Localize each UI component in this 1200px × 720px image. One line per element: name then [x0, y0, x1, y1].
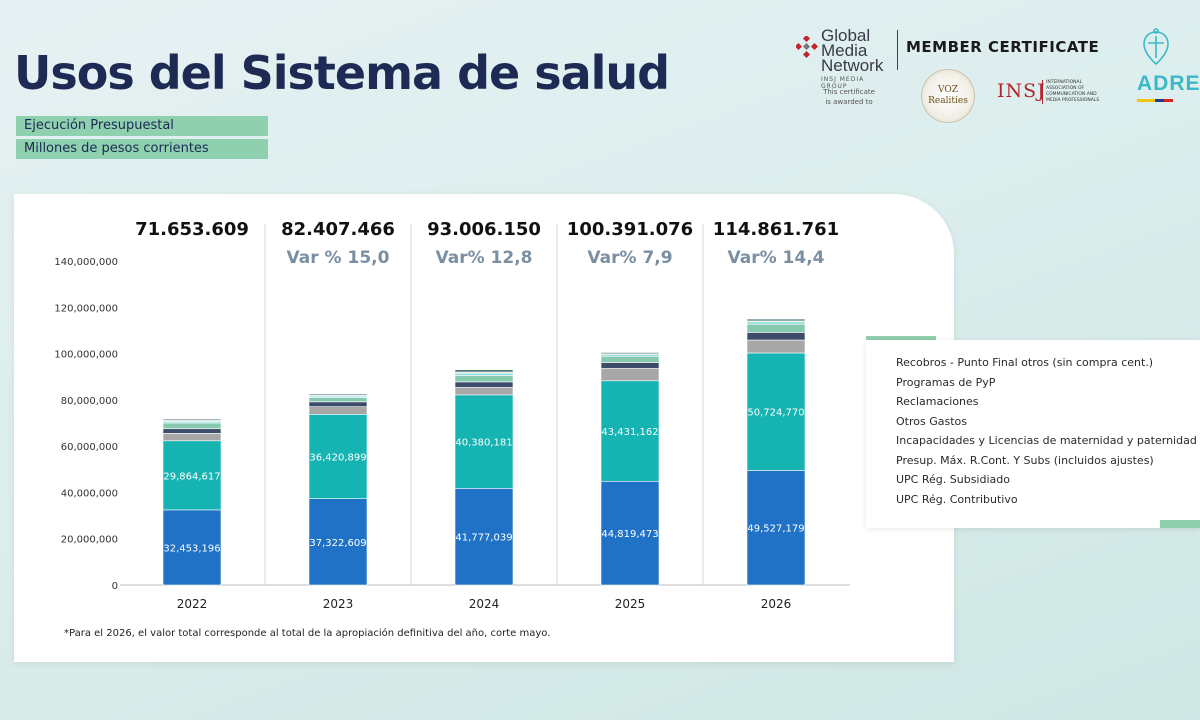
legend-item-pyp: Programas de PyP	[896, 374, 1198, 392]
bar-segment-contributivo	[162, 509, 222, 586]
insj-description: International Association of Communicati…	[1042, 80, 1108, 104]
bar-segment-contributivo	[308, 498, 368, 586]
bar-segment-otros_gastos	[746, 323, 806, 333]
adres-wordmark: ADRES	[1137, 72, 1200, 95]
bar-segment-reclamaciones	[746, 321, 806, 325]
stacked-bar-chart: 0 20,000,000 40,000,000 60,000,000 80,000,00…	[54, 219, 850, 611]
bar-segment-recobros	[162, 418, 222, 421]
x-tick-label: 2025	[615, 597, 646, 611]
y-tick-label: 60,000,000	[61, 442, 118, 453]
colombia-flag-strip	[1137, 99, 1173, 102]
year-total: 71.653.609	[135, 219, 249, 240]
legend-item-incapacidades: Incapacidades y Licencias de maternidad …	[896, 432, 1198, 450]
bar-segment-contributivo	[600, 480, 660, 586]
bar-segment-presup	[308, 406, 368, 415]
legend-label: UPC Rég. Contributivo	[896, 492, 1018, 506]
year-variation: Var% 12,8	[436, 248, 533, 268]
year-variation: Var% 14,4	[728, 248, 825, 268]
bar-segment-otros_gastos	[308, 397, 368, 403]
y-tick-label: 0	[112, 581, 118, 592]
x-tick-label: 2023	[323, 597, 354, 611]
y-tick-label: 80,000,000	[61, 396, 118, 407]
insj-logo: INSJ	[997, 80, 1046, 102]
bar-segment-otros_gastos	[162, 422, 222, 430]
legend-label: Incapacidades y Licencias de maternidad …	[896, 434, 1197, 447]
page-title: Usos del Sistema de salud	[14, 46, 670, 100]
bar-segment-recobros	[308, 393, 368, 396]
bar-segment-recobros	[746, 318, 806, 322]
bar-segment-reclamaciones	[454, 372, 514, 376]
year-total: 100.391.076	[567, 219, 693, 240]
year-variation: Var % 15,0	[287, 248, 390, 268]
y-tick-label: 140,000,000	[54, 257, 118, 268]
footnote: *Para el 2026, el valor total correspond…	[64, 628, 551, 639]
y-tick-label: 20,000,000	[61, 535, 118, 546]
gmn-wordmark: Global Media Network	[821, 26, 884, 75]
legend-item-otros_gastos: Otros Gastos	[896, 413, 1198, 431]
subtitle-units: Millones de pesos corrientes	[16, 139, 268, 159]
global-media-network-logo: Global Media Network INSJ MEDIA GROUP Th…	[793, 26, 893, 110]
bar-segment-otros_gastos	[454, 375, 514, 383]
data-label-contributivo: 44,819,473	[601, 529, 658, 540]
voz-realities-logo: VOZ Realities	[922, 70, 974, 122]
awarded-text: This certificate is awarded to	[823, 88, 875, 106]
bar-segment-incapacidades	[162, 428, 222, 434]
legend-label: Reclamaciones	[896, 395, 979, 408]
data-label-subsidiado: 36,420,899	[309, 452, 366, 463]
legend-item-contributivo: UPC Rég. Contributivo	[896, 491, 1198, 509]
chart-legend: Recobros - Punto Final otros (sin compra…	[866, 340, 1200, 528]
legend-item-recobros: Recobros - Punto Final otros (sin compra…	[896, 354, 1198, 372]
legend-item-presup: Presup. Máx. R.Cont. Y Subs (incluidos a…	[896, 452, 1198, 470]
bar-segment-incapacidades	[454, 381, 514, 388]
gmn-diamond-icon	[796, 36, 818, 58]
chart-card: 0 20,000,000 40,000,000 60,000,000 80,000,00…	[14, 194, 954, 662]
bar-segment-subsidiado	[600, 380, 660, 482]
certificate-divider	[897, 30, 898, 70]
year-total: 82.407.466	[281, 219, 395, 240]
bar-segment-presup	[746, 339, 806, 354]
bar-segment-incapacidades	[600, 362, 660, 369]
legend-label: UPC Rég. Subsidiado	[896, 473, 1010, 486]
data-label-contributivo: 37,322,609	[309, 538, 366, 549]
legend-accent-bottom	[1160, 520, 1200, 528]
data-label-subsidiado: 43,431,162	[601, 427, 658, 438]
y-tick-label: 100,000,000	[54, 350, 118, 361]
legend-label: Otros Gastos	[896, 414, 967, 428]
x-tick-label: 2022	[177, 597, 208, 611]
x-tick-label: 2024	[469, 597, 500, 611]
data-label-contributivo: 41,777,039	[455, 533, 512, 544]
bar-segment-otros_gastos	[600, 355, 660, 363]
legend-item-reclamaciones: Reclamaciones	[896, 393, 1198, 411]
legend-label: Presup. Máx. R.Cont. Y Subs (incluidos a…	[896, 453, 1154, 467]
x-tick-label: 2026	[761, 597, 792, 611]
y-tick-label: 40,000,000	[61, 488, 118, 499]
bar-segment-presup	[600, 368, 660, 382]
bar-segment-presup	[454, 387, 514, 396]
adres-logo: ADRES	[1135, 28, 1200, 110]
y-tick-label: 120,000,000	[54, 303, 118, 314]
bar-segment-incapacidades	[746, 332, 806, 341]
coat-of-arms-icon	[1143, 28, 1169, 66]
bar-segment-recobros	[600, 352, 660, 354]
bar-segment-subsidiado	[308, 414, 368, 499]
gmn-group-label: INSJ MEDIA GROUP	[821, 76, 865, 90]
legend-label: Recobros - Punto Final otros (sin compra…	[896, 356, 1154, 369]
bar-segment-incapacidades	[308, 401, 368, 407]
bar-segment-contributivo	[746, 470, 806, 586]
data-label-subsidiado: 40,380,181	[455, 438, 512, 449]
bar-segment-contributivo	[454, 488, 514, 586]
bar-segment-presup	[162, 433, 222, 442]
data-label-contributivo: 32,453,196	[163, 543, 220, 554]
bar-segment-recobros	[454, 369, 514, 373]
subtitle-budget-execution: Ejecución Presupuestal	[16, 116, 268, 136]
year-total: 114.861.761	[713, 219, 839, 240]
data-label-subsidiado: 50,724,770	[747, 408, 804, 419]
data-label-contributivo: 49,527,179	[747, 524, 804, 535]
legend-label: Programas de PyP	[896, 375, 996, 389]
year-variation: Var% 7,9	[587, 248, 672, 268]
legend-item-subsidiado: UPC Rég. Subsidiado	[896, 471, 1198, 489]
member-certificate-label: MEMBER CERTIFICATE	[906, 38, 1100, 56]
year-total: 93.006.150	[427, 219, 541, 240]
data-label-subsidiado: 29,864,617	[163, 471, 220, 482]
